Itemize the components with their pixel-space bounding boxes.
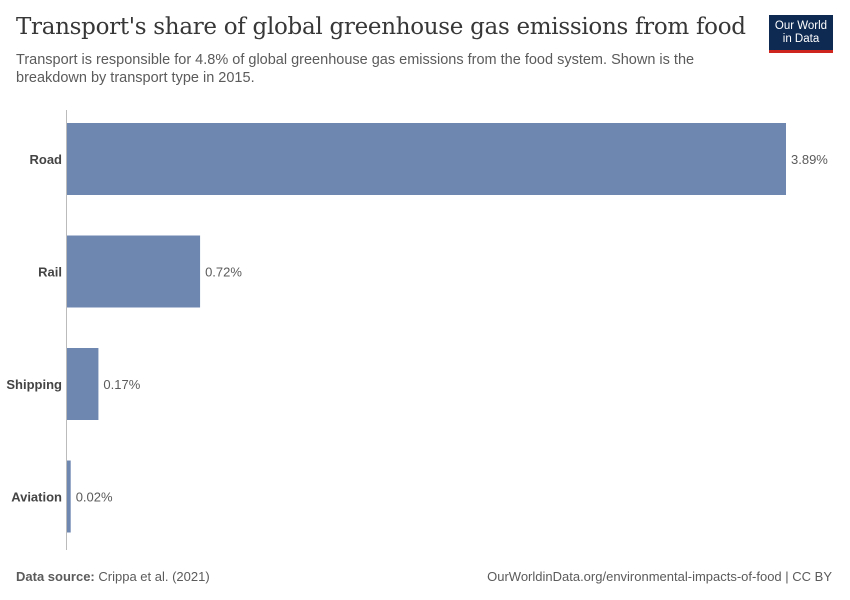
logo-text: Our World in Data (774, 19, 828, 45)
chart-title: Transport's share of global greenhouse g… (16, 14, 746, 40)
value-label: 0.02% (76, 490, 113, 505)
category-label: Aviation (11, 490, 62, 505)
owid-logo[interactable]: Our World in Data (769, 15, 833, 53)
bar-aviation[interactable] (67, 460, 71, 533)
bar-road[interactable] (67, 123, 786, 195)
value-label: 0.72% (205, 265, 242, 280)
category-label: Shipping (6, 377, 62, 392)
chart-subtitle: Transport is responsible for 4.8% of glo… (16, 52, 695, 86)
bar-rail[interactable] (67, 235, 201, 308)
url-license[interactable]: OurWorldinData.org/environmental-impacts… (487, 569, 832, 584)
source-label: Data source: (16, 569, 95, 584)
category-label: Road (30, 152, 63, 167)
category-label: Rail (38, 265, 62, 280)
value-label: 0.17% (103, 377, 140, 392)
value-label: 3.89% (791, 152, 828, 167)
source-link[interactable]: Crippa et al. (2021) (98, 569, 210, 584)
bar-shipping[interactable] (67, 348, 99, 420)
data-source: Data source: Crippa et al. (2021) (16, 569, 210, 584)
